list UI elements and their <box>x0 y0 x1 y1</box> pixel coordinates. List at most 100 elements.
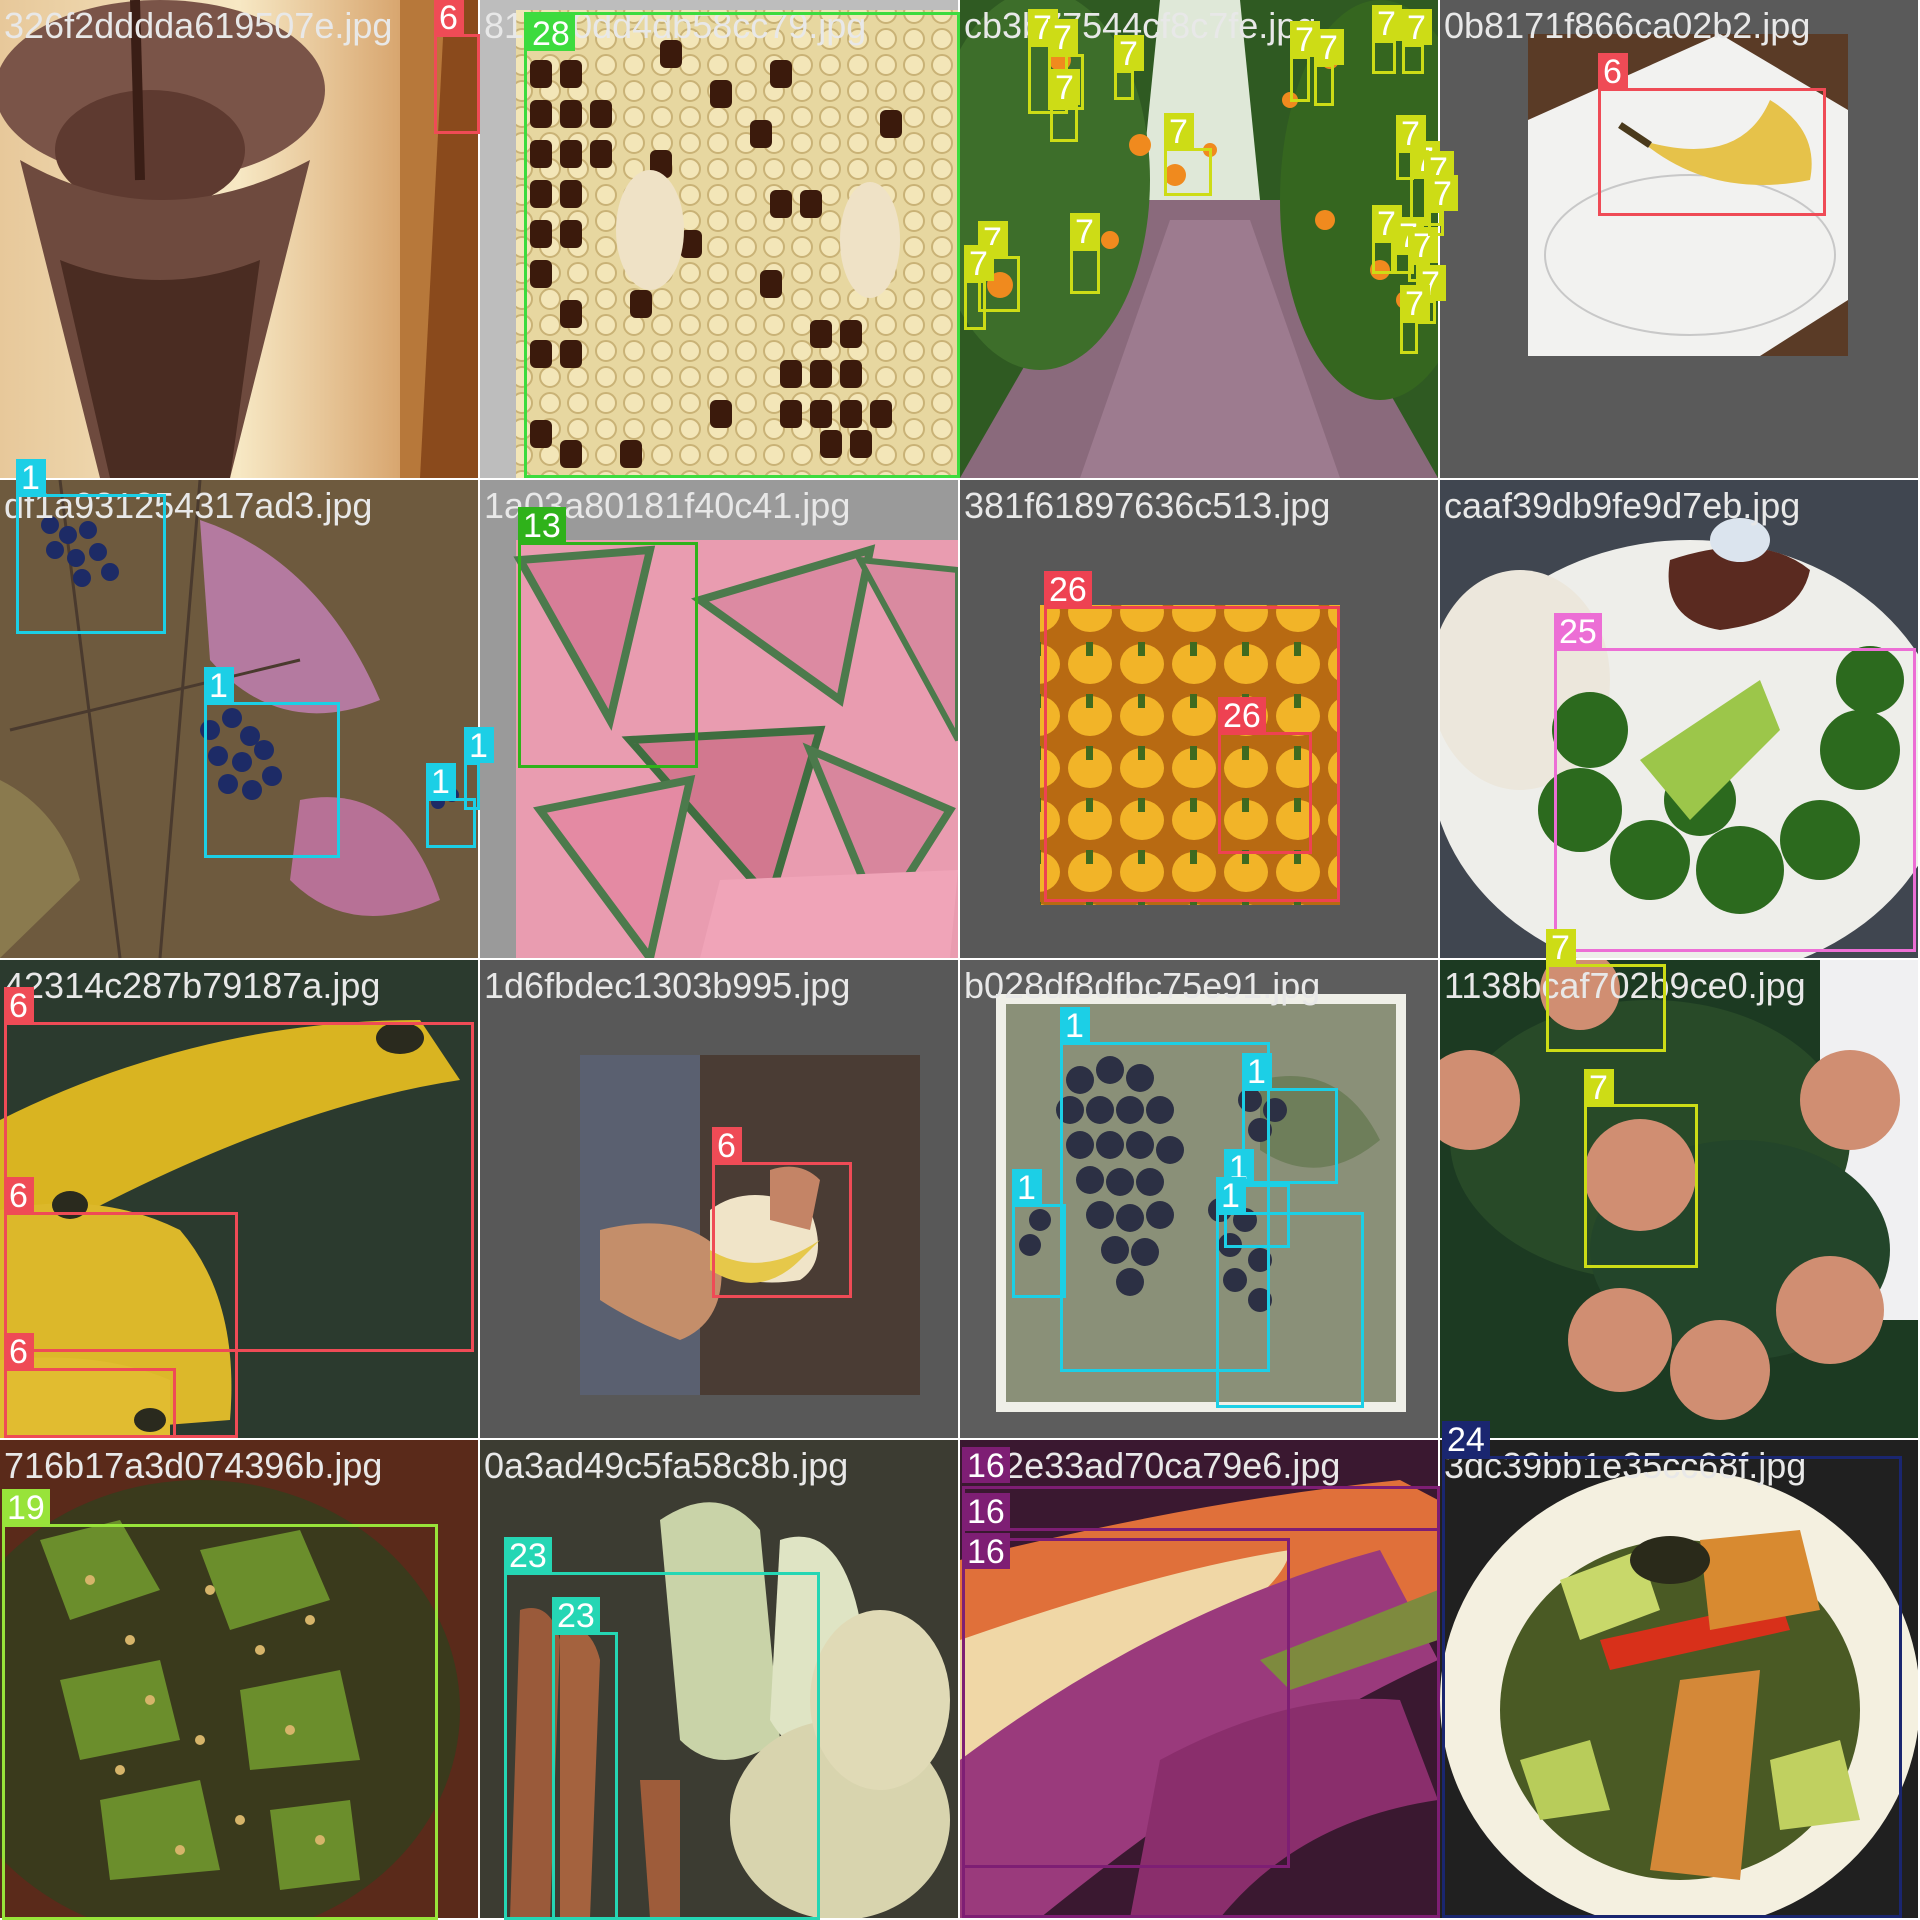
bbox-class-label: 6 <box>4 1333 34 1371</box>
bbox-class-label: 1 <box>1216 1177 1246 1215</box>
bbox: 13 <box>518 507 698 768</box>
tile-salad: 3dc39bb1e35cc68f.jpg <box>1440 1440 1918 1918</box>
tile-filename: 0b8171f866ca02b2.jpg <box>1444 5 1811 46</box>
bbox: 7 <box>1048 19 1084 110</box>
bbox-class-label: 25 <box>1554 613 1602 651</box>
bbox: 1 <box>1012 1169 1066 1298</box>
tile-filename: 3dc39bb1e35cc68f.jpg <box>1444 1445 1807 1486</box>
bbox: 26 <box>1044 571 1340 902</box>
bbox-class-label: 23 <box>552 1597 600 1635</box>
bbox: 1 <box>1060 1007 1270 1372</box>
bbox-class-label: 7 <box>1314 29 1344 67</box>
tile-filename: df1a931254317ad3.jpg <box>4 485 373 526</box>
bbox: 1 <box>426 763 476 848</box>
bbox-class-label: 16 <box>962 1533 1010 1571</box>
tile-hand-banana: 1d6fbdec1303b995.jpg <box>480 960 958 1438</box>
bbox: 7 <box>1400 285 1430 354</box>
bbox-class-label: 7 <box>1400 285 1430 323</box>
tile-greens-nuts: 716b17a3d074396b.jpg <box>0 1440 478 1918</box>
salad-image <box>1440 1440 1918 1918</box>
bbox-class-label: 13 <box>518 507 566 545</box>
tile-milkshake: 326f2dddda619507e.jpg <box>0 0 478 478</box>
bbox: 19 <box>2 1489 438 1920</box>
tile-filename: 1138bcaf702b9ce0.jpg <box>1444 965 1806 1006</box>
bbox: 1 <box>464 727 494 810</box>
bbox: 25 <box>1554 613 1916 952</box>
tile-bananas-closeup: 42314c287b79187a.jpg <box>0 960 478 1438</box>
bbox-class-label: 6 <box>4 987 34 1025</box>
bbox: 26 <box>1218 697 1312 854</box>
bbox: 23 <box>552 1597 618 1920</box>
tile-filename: 42314c287b79187a.jpg <box>4 965 381 1006</box>
grapes-image <box>960 960 1438 1438</box>
bbox: 1 <box>1216 1177 1364 1408</box>
tile-filename: 292e33ad70ca79e6.jpg <box>964 1445 1341 1486</box>
bbox-class-label: 7 <box>1428 175 1458 213</box>
bbox: 6 <box>4 1333 176 1438</box>
bbox: 23 <box>504 1537 820 1920</box>
tile-watermelon: 1a03a80181f40c41.jpg <box>480 480 958 958</box>
bbox: 7 <box>1114 35 1144 100</box>
bbox: 16 <box>962 1533 1290 1868</box>
bbox: 7 <box>1396 115 1426 180</box>
bbox-class-label: 1 <box>426 763 456 801</box>
tile-yellow-peppers: 381f61897636c513.jpg <box>960 480 1438 958</box>
banana-plate-image <box>1440 0 1918 478</box>
bbox: 7 <box>1584 1069 1698 1268</box>
orange-tree-image <box>1440 960 1918 1438</box>
bbox-class-label: 1 <box>1012 1169 1042 1207</box>
tile-filename: 381f61897636c513.jpg <box>964 485 1331 526</box>
tile-orange-tree: 1138bcaf702b9ce0.jpg <box>1440 960 1918 1438</box>
bbox: 7 <box>1290 21 1320 102</box>
tile-honeycomb: 81c2f0dd4db58cc79.jpg <box>480 0 958 478</box>
bbox: 7 <box>1428 175 1458 236</box>
bbox-class-label: 1 <box>1060 1007 1090 1045</box>
bbox: 1 <box>1242 1053 1338 1184</box>
bbox-class-label: 7 <box>1396 115 1426 153</box>
steak-broccoli-image <box>1440 480 1918 958</box>
bbox-class-label: 1 <box>464 727 494 765</box>
bbox-class-label: 26 <box>1218 697 1266 735</box>
bbox: 6 <box>712 1127 852 1298</box>
bbox: 7 <box>1314 29 1344 106</box>
bbox: 7 <box>964 245 994 330</box>
bbox-class-label: 6 <box>4 1177 34 1215</box>
milkshake-image <box>0 0 478 478</box>
bbox-class-label: 7 <box>1402 9 1432 47</box>
bbox-class-label: 7 <box>1164 113 1194 151</box>
tile-filename: b028df8dfbc75e91.jpg <box>964 965 1321 1006</box>
bbox-class-label: 7 <box>1408 227 1438 265</box>
bbox: 7 <box>1070 213 1100 294</box>
bbox-class-label: 1 <box>204 667 234 705</box>
tile-steak-broccoli: caaf39db9fe9d7eb.jpg <box>1440 480 1918 958</box>
purple-carrots-image <box>960 1440 1438 1918</box>
tile-filename: 716b17a3d074396b.jpg <box>4 1445 383 1486</box>
bbox: 7 <box>1546 929 1666 1052</box>
blueberry-image <box>0 480 478 958</box>
tile-filename: 1d6fbdec1303b995.jpg <box>484 965 851 1006</box>
bbox: 7 <box>1372 5 1402 74</box>
bbox-class-label: 7 <box>1584 1069 1614 1107</box>
bbox: 24 <box>1442 1421 1902 1918</box>
bbox-class-label: 6 <box>1598 53 1628 91</box>
tile-filename: 326f2dddda619507e.jpg <box>4 5 393 46</box>
bbox: 7 <box>1050 69 1080 142</box>
bbox: 7 <box>1402 9 1432 74</box>
bbox-class-label: 7 <box>1048 19 1078 57</box>
bbox: 1 <box>204 667 340 858</box>
honeycomb-image <box>480 0 958 478</box>
bbox-class-label: 26 <box>1044 571 1092 609</box>
bbox: 6 <box>434 0 480 134</box>
tile-purple-carrots: 292e33ad70ca79e6.jpg <box>960 1440 1438 1918</box>
hand-banana-image <box>480 960 958 1438</box>
bbox-class-label: 6 <box>712 1127 742 1165</box>
bbox: 7 <box>1372 205 1402 274</box>
tile-blueberry-bush: df1a931254317ad3.jpg <box>0 480 478 958</box>
bbox: 7 <box>1408 227 1438 282</box>
bbox-class-label: 7 <box>1050 69 1080 107</box>
greens-image <box>0 1440 478 1918</box>
tile-root-vegetables: 0a3ad49c5fa58c8b.jpg <box>480 1440 958 1918</box>
bbox-class-label: 28 <box>527 15 575 53</box>
